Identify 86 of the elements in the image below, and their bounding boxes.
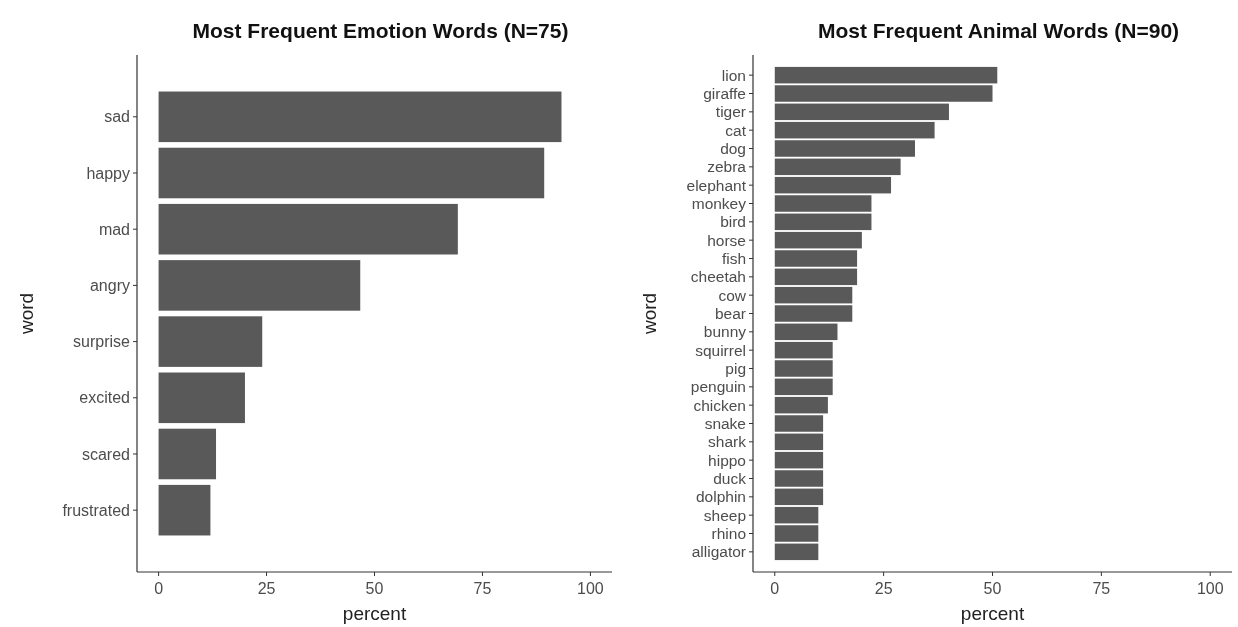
bar [774,158,901,176]
y-tick-label: sheep [703,506,746,524]
y-tick-label: bird [720,213,746,231]
y-tick-label: zebra [707,158,747,176]
x-tick-label: 75 [473,580,492,597]
x-tick-label: 25 [874,580,893,597]
x-tick-label: 100 [1196,580,1224,597]
y-tick-label: happy [86,164,130,182]
bar [774,451,824,469]
y-tick-label: excited [79,389,130,407]
chart-title: Most Frequent Animal Words (N=90) [817,19,1180,42]
bar [774,121,935,139]
bar [774,268,858,286]
y-tick-label: cheetah [690,268,746,286]
y-tick-label: squirrel [695,341,746,359]
bar [158,260,361,311]
y-tick-label: pig [725,359,746,377]
bar [774,415,824,432]
bar [158,147,545,199]
y-tick-label: horse [707,231,746,249]
bar [774,213,872,231]
bar [774,286,853,304]
bar [774,433,824,451]
y-tick-label: dolphin [696,488,746,506]
bar [158,428,217,480]
x-tick-label: 100 [577,580,604,597]
bar [774,140,915,157]
bar [774,250,858,267]
x-axis-title: percent [342,603,407,624]
y-tick-label: sad [104,108,130,126]
bar [774,85,993,102]
bar [158,203,458,255]
y-tick-label: hippo [708,451,746,469]
bar [774,396,828,414]
y-tick-label: scared [81,445,130,463]
y-tick-label: surprise [73,333,131,351]
y-tick-label: monkey [691,194,747,212]
x-axis-title: percent [960,603,1025,624]
x-tick-label: 25 [257,580,276,597]
bar [774,103,949,121]
bar [774,506,819,524]
y-tick-label: frustrated [62,501,130,519]
x-tick-label: 0 [154,580,164,597]
y-tick-label: rhino [711,524,746,542]
x-tick-label: 50 [365,580,384,597]
bar [774,341,833,359]
y-tick-label: fish [721,249,746,267]
bar [774,360,833,377]
bar [774,176,892,194]
bar [774,66,998,84]
x-tick-label: 75 [1092,580,1111,597]
y-tick-label: angry [89,277,130,294]
y-tick-label: chicken [693,396,746,414]
y-tick-label: tiger [715,103,746,121]
bar [774,378,833,396]
y-tick-label: alligator [691,543,746,561]
bar [774,470,824,487]
chart-title: Most Frequent Emotion Words (N=75) [192,19,569,42]
y-tick-label: giraffe [703,84,746,102]
y-tick-label: duck [713,469,747,487]
y-tick-label: dog [720,139,746,157]
bar [774,525,819,542]
bar [158,91,562,143]
y-tick-label: elephant [686,176,747,194]
y-tick-label: cow [718,286,747,304]
y-tick-label: mad [98,220,130,238]
bar [158,372,245,424]
y-tick-label: lion [721,66,746,84]
bar [158,316,263,367]
y-tick-label: bunny [703,323,747,341]
x-tick-label: 0 [770,580,780,597]
bar [158,484,211,536]
bar [774,488,824,506]
bar [774,305,853,322]
bar [774,543,819,561]
y-tick-label: shark [708,433,747,451]
y-tick-label: snake [704,414,746,432]
x-tick-label: 50 [983,580,1002,597]
y-tick-label: bear [714,304,746,322]
y-axis-title: word [16,292,37,336]
y-tick-label: cat [725,121,747,139]
bar [774,231,862,249]
bar [774,195,872,212]
y-tick-label: penguin [690,378,746,396]
y-axis-title: word [639,292,660,336]
bar [774,323,838,341]
